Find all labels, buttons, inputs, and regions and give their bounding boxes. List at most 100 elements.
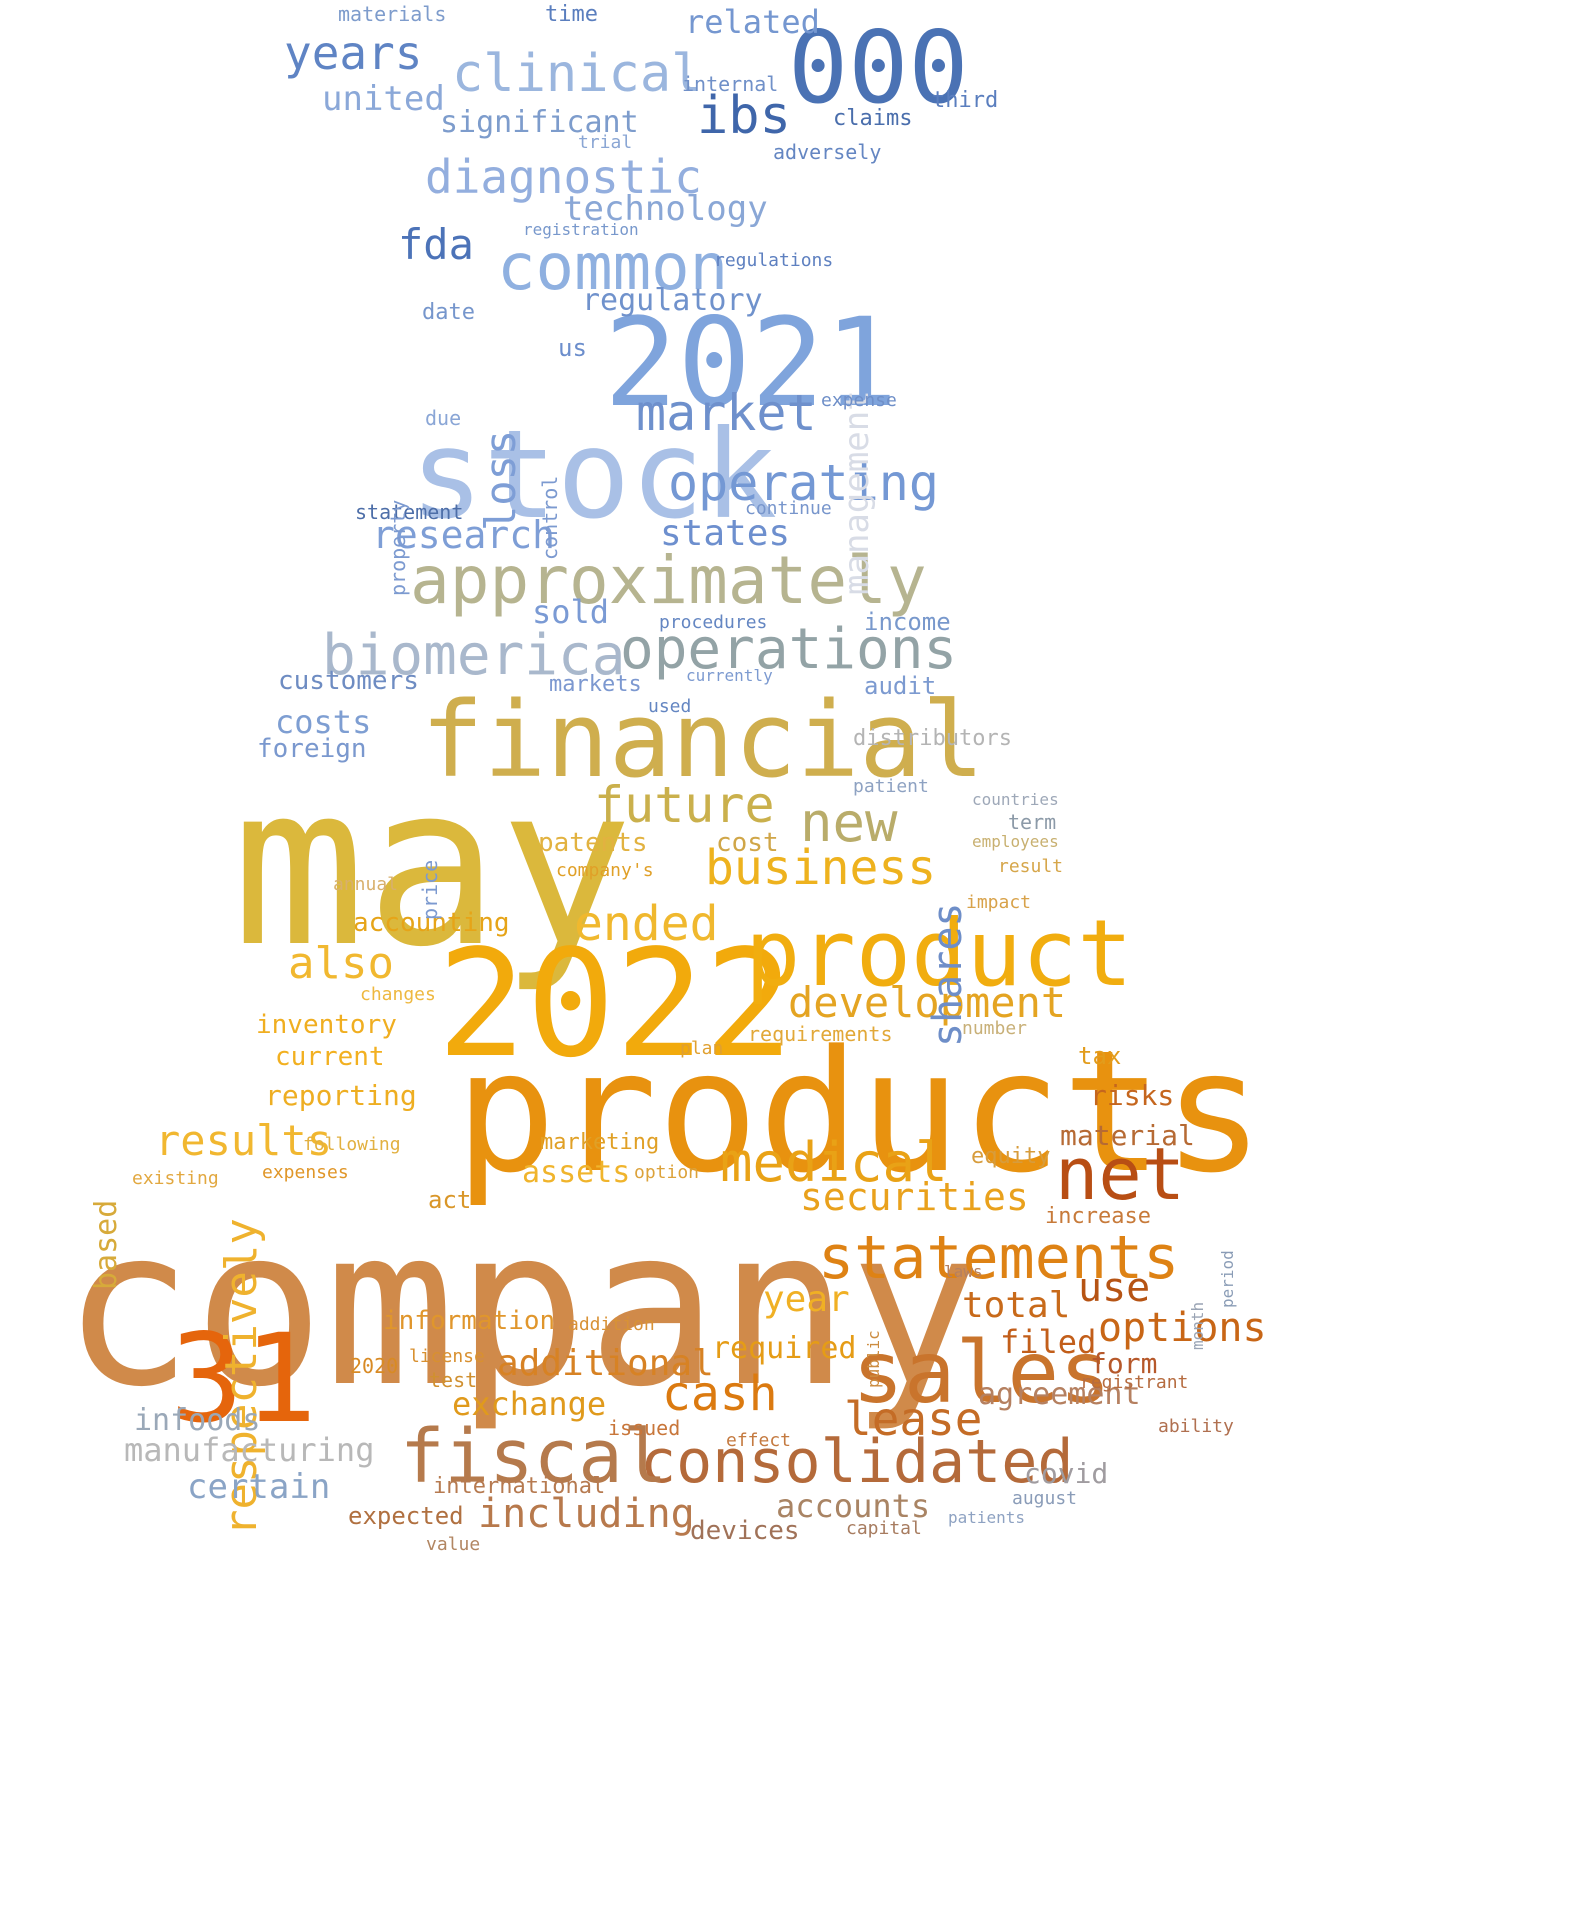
word: act <box>428 1186 472 1214</box>
word: including <box>478 1491 695 1537</box>
word: used <box>648 696 692 717</box>
word: issued <box>608 1416 681 1440</box>
word: reporting <box>265 1079 417 1112</box>
word: diagnostic <box>425 150 702 204</box>
word: ended <box>574 896 719 952</box>
word: lease <box>844 1392 983 1446</box>
word: regulatory <box>582 283 763 318</box>
word: market <box>636 384 817 442</box>
word: devices <box>690 1516 800 1546</box>
word: inventory <box>256 1010 397 1040</box>
word: manufacturing <box>124 1431 375 1469</box>
word: expected <box>348 1502 464 1530</box>
word: company's <box>556 860 654 881</box>
word: patents <box>538 828 648 858</box>
word: us <box>558 334 587 362</box>
word: years <box>284 26 423 80</box>
word: expenses <box>262 1162 349 1183</box>
word: option <box>634 1162 700 1183</box>
word: operating <box>668 454 939 512</box>
word: technology <box>563 189 768 229</box>
word: may <box>232 738 633 996</box>
word: development <box>788 978 1067 1027</box>
word: 2021 <box>604 292 898 434</box>
word: materials <box>338 2 447 26</box>
word: laws <box>944 1262 983 1281</box>
word: test <box>429 1368 478 1392</box>
word: result <box>998 856 1064 877</box>
word: ibs <box>697 86 791 146</box>
word: significant <box>440 105 639 140</box>
word: required <box>712 1331 857 1366</box>
word: period <box>1218 1250 1237 1308</box>
word: requirements <box>748 1022 893 1046</box>
word: tax <box>1078 1042 1122 1070</box>
word: certain <box>187 1467 331 1507</box>
word: operations <box>620 617 958 682</box>
word: sold <box>532 593 610 631</box>
word: equity <box>971 1144 1051 1169</box>
word: continue <box>745 498 832 519</box>
word: patients <box>948 1508 1026 1527</box>
word: markets <box>549 672 642 697</box>
word: research <box>372 513 556 557</box>
word: states <box>660 513 791 554</box>
word: related <box>685 3 820 41</box>
word: additional <box>497 1343 714 1384</box>
word: management <box>837 390 877 595</box>
word: annual <box>333 874 399 895</box>
word: employees <box>972 832 1059 851</box>
word: income <box>864 608 951 636</box>
word: clinical <box>452 44 703 104</box>
word: claims <box>833 106 913 131</box>
word: common <box>497 231 729 305</box>
word: registrant <box>1080 1372 1189 1393</box>
word: price <box>418 859 442 920</box>
word: third <box>932 88 999 113</box>
word: results <box>155 1116 333 1165</box>
word: current <box>275 1042 385 1072</box>
word: impact <box>966 892 1032 913</box>
word: based <box>89 1199 124 1290</box>
word: patient <box>853 776 929 797</box>
word: due <box>425 406 462 430</box>
word: year <box>763 1279 850 1320</box>
word: public <box>864 1330 883 1388</box>
word: sales <box>852 1323 1111 1423</box>
word: procedures <box>659 612 768 633</box>
word: statement <box>355 500 464 524</box>
word: exchange <box>452 1385 607 1423</box>
word: consolidated <box>640 1427 1074 1497</box>
word: august <box>1012 1488 1078 1509</box>
word: following <box>303 1134 401 1155</box>
word: addition <box>568 1314 655 1335</box>
word: fda <box>398 220 474 269</box>
word: capital <box>846 1518 922 1539</box>
word: audit <box>864 672 937 700</box>
word: countries <box>972 790 1059 809</box>
word: increase <box>1045 1204 1151 1229</box>
word: net <box>1055 1132 1186 1216</box>
word: term <box>1008 810 1057 834</box>
word: distributors <box>853 726 1012 751</box>
word: foreign <box>257 734 367 764</box>
word: material <box>1060 1119 1195 1152</box>
word: new <box>800 791 898 854</box>
word: 2022 <box>437 918 794 1090</box>
word: license <box>409 1346 485 1367</box>
word: existing <box>132 1168 219 1189</box>
word: company <box>62 1182 981 1435</box>
word: united <box>322 79 445 119</box>
word: 2020 <box>350 1354 399 1378</box>
word: 31 <box>170 1308 317 1450</box>
word: medical <box>720 1131 948 1194</box>
word: form <box>1090 1347 1158 1380</box>
word: risks <box>1090 1079 1175 1112</box>
word: 000 <box>788 9 969 126</box>
word: expense <box>821 390 897 411</box>
word: time <box>545 2 598 27</box>
word: registration <box>523 220 639 239</box>
word: date <box>422 300 475 325</box>
word: covid <box>1024 1457 1109 1490</box>
